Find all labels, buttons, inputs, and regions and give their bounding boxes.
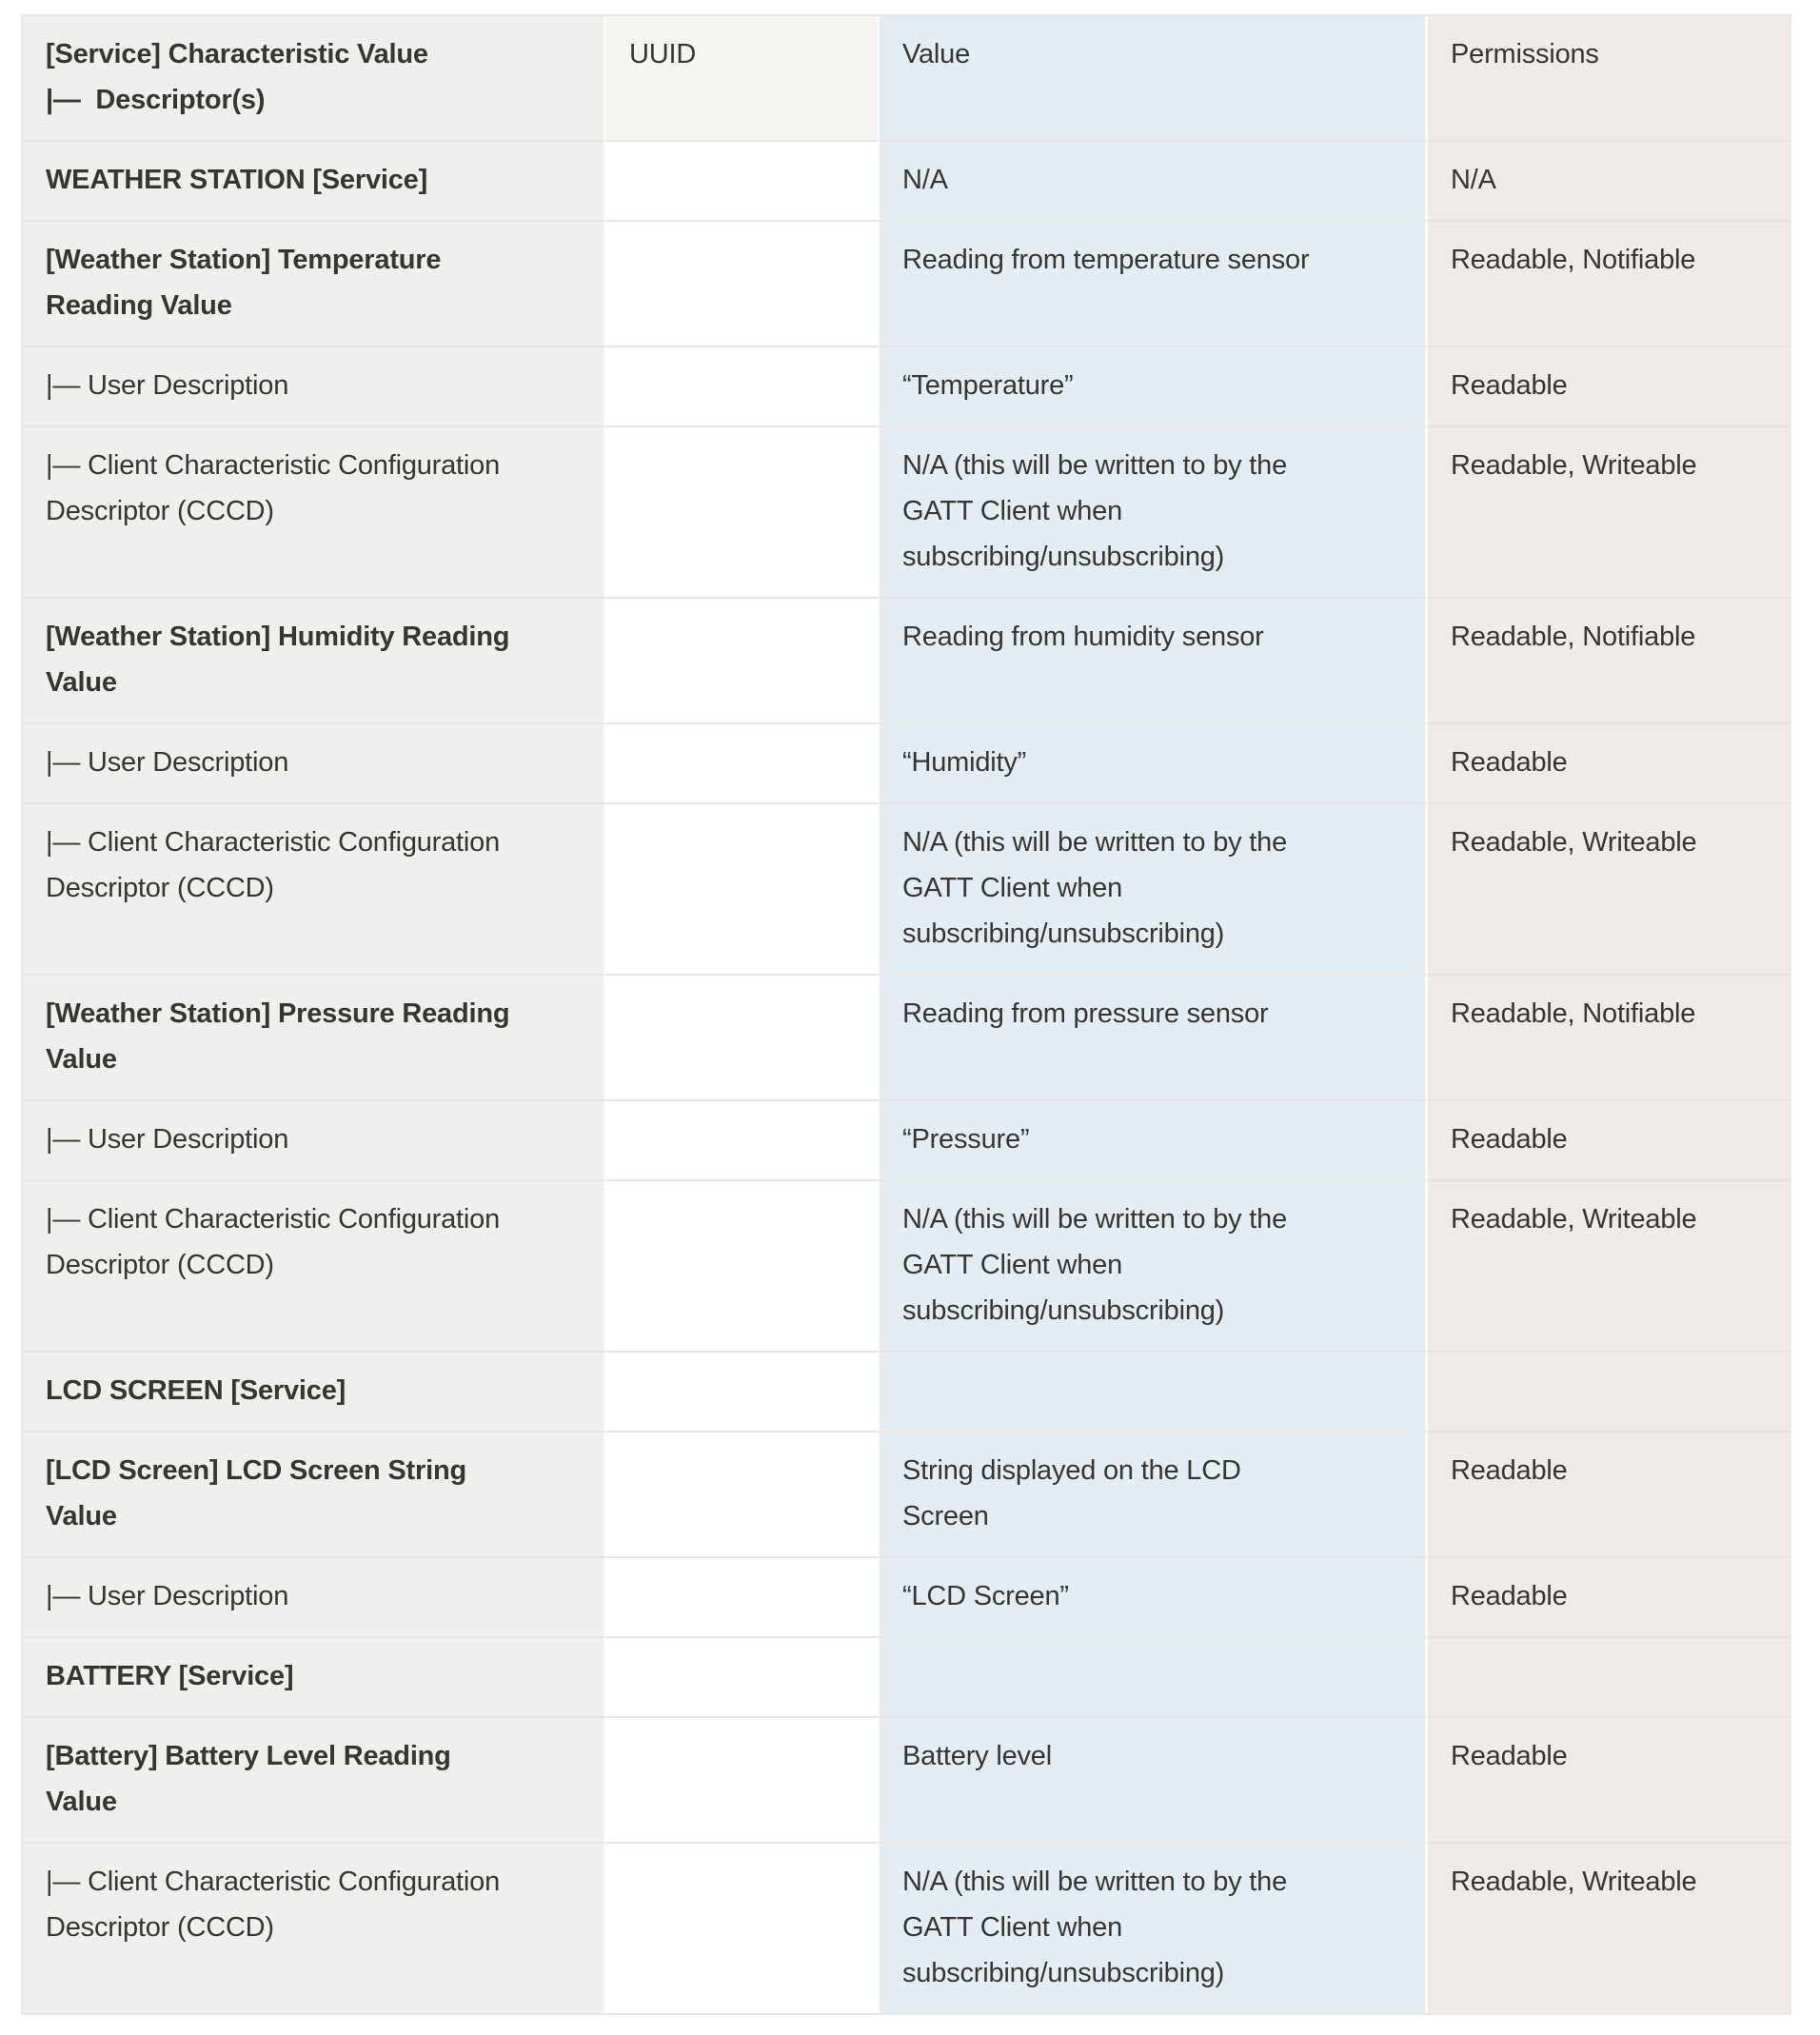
uuid-cell: [606, 1431, 880, 1556]
uuid-column-header: UUID: [606, 16, 880, 140]
permissions-cell: Readable: [1428, 1716, 1790, 1842]
characteristic-cell: [Battery] Battery Level Reading Value: [23, 1716, 606, 1842]
uuid-cell: [606, 220, 880, 346]
permissions-cell: Readable, Writeable: [1428, 425, 1790, 597]
table-row: [Weather Station] Temperature Reading Va…: [23, 220, 1790, 346]
value-cell: N/A (this will be written to by the GATT…: [880, 1842, 1428, 2013]
characteristic-cell: LCD SCREEN [Service]: [23, 1351, 606, 1431]
characteristic-cell: |— User Description: [23, 722, 606, 802]
table-row: |— User Description “Temperature” Readab…: [23, 346, 1790, 425]
value-cell: N/A (this will be written to by the GATT…: [880, 1179, 1428, 1351]
permissions-cell: [1428, 1351, 1790, 1431]
permissions-cell: Readable: [1428, 346, 1790, 425]
characteristic-cell: |— User Description: [23, 1099, 606, 1179]
value-cell: String displayed on the LCD Screen: [880, 1431, 1428, 1556]
value-cell: “LCD Screen”: [880, 1556, 1428, 1636]
value-cell: Reading from temperature sensor: [880, 220, 1428, 346]
uuid-cell: [606, 802, 880, 974]
table-row: BATTERY [Service]: [23, 1636, 1790, 1716]
gatt-characteristics-table-wrapper: [Service] Characteristic Value |— Descri…: [21, 14, 1791, 2015]
value-cell: “Temperature”: [880, 346, 1428, 425]
uuid-cell: [606, 1099, 880, 1179]
value-cell: Battery level: [880, 1716, 1428, 1842]
table-row: |— Client Characteristic Configuration D…: [23, 1179, 1790, 1351]
gatt-characteristics-table: [Service] Characteristic Value |— Descri…: [23, 16, 1790, 2013]
value-cell: Reading from humidity sensor: [880, 597, 1428, 722]
permissions-cell: Readable: [1428, 1099, 1790, 1179]
uuid-cell: [606, 140, 880, 220]
uuid-cell: [606, 974, 880, 1099]
characteristic-cell: WEATHER STATION [Service]: [23, 140, 606, 220]
table-row: WEATHER STATION [Service] N/A N/A: [23, 140, 1790, 220]
characteristic-cell: |— User Description: [23, 346, 606, 425]
table-row: |— User Description “Humidity” Readable: [23, 722, 1790, 802]
value-cell: N/A (this will be written to by the GATT…: [880, 425, 1428, 597]
characteristic-cell: |— Client Characteristic Configuration D…: [23, 425, 606, 597]
value-column-header: Value: [880, 16, 1428, 140]
characteristic-cell: [Weather Station] Humidity Reading Value: [23, 597, 606, 722]
permissions-cell: Readable: [1428, 722, 1790, 802]
value-cell: N/A (this will be written to by the GATT…: [880, 802, 1428, 974]
uuid-cell: [606, 346, 880, 425]
permissions-cell: Readable, Notifiable: [1428, 220, 1790, 346]
permissions-cell: Readable: [1428, 1556, 1790, 1636]
value-cell: [880, 1351, 1428, 1431]
permissions-cell: [1428, 1636, 1790, 1716]
characteristic-cell: |— Client Characteristic Configuration D…: [23, 802, 606, 974]
characteristic-cell: [Weather Station] Pressure Reading Value: [23, 974, 606, 1099]
characteristic-cell: |— Client Characteristic Configuration D…: [23, 1842, 606, 2013]
permissions-cell: Readable, Notifiable: [1428, 597, 1790, 722]
table-row: [Weather Station] Humidity Reading Value…: [23, 597, 1790, 722]
permissions-cell: Readable, Writeable: [1428, 1842, 1790, 2013]
table-row: [Battery] Battery Level Reading Value Ba…: [23, 1716, 1790, 1842]
uuid-cell: [606, 597, 880, 722]
characteristic-cell: |— Client Characteristic Configuration D…: [23, 1179, 606, 1351]
uuid-cell: [606, 1716, 880, 1842]
uuid-cell: [606, 1636, 880, 1716]
value-cell: “Humidity”: [880, 722, 1428, 802]
permissions-cell: N/A: [1428, 140, 1790, 220]
table-row: |— User Description “Pressure” Readable: [23, 1099, 1790, 1179]
value-cell: “Pressure”: [880, 1099, 1428, 1179]
table-row: [Weather Station] Pressure Reading Value…: [23, 974, 1790, 1099]
uuid-cell: [606, 1351, 880, 1431]
table-row: |— Client Characteristic Configuration D…: [23, 1842, 1790, 2013]
permissions-column-header: Permissions: [1428, 16, 1790, 140]
permissions-cell: Readable, Writeable: [1428, 1179, 1790, 1351]
table-row: LCD SCREEN [Service]: [23, 1351, 1790, 1431]
permissions-cell: Readable, Notifiable: [1428, 974, 1790, 1099]
characteristic-cell: |— User Description: [23, 1556, 606, 1636]
uuid-cell: [606, 1556, 880, 1636]
value-cell: [880, 1636, 1428, 1716]
table-header-row: [Service] Characteristic Value |— Descri…: [23, 16, 1790, 140]
uuid-cell: [606, 1842, 880, 2013]
permissions-cell: Readable: [1428, 1431, 1790, 1556]
value-cell: Reading from pressure sensor: [880, 974, 1428, 1099]
characteristic-cell: [Weather Station] Temperature Reading Va…: [23, 220, 606, 346]
table-row: |— User Description “LCD Screen” Readabl…: [23, 1556, 1790, 1636]
characteristic-column-header: [Service] Characteristic Value |— Descri…: [23, 16, 606, 140]
table-row: |— Client Characteristic Configuration D…: [23, 425, 1790, 597]
uuid-cell: [606, 1179, 880, 1351]
value-cell: N/A: [880, 140, 1428, 220]
characteristic-cell: [LCD Screen] LCD Screen String Value: [23, 1431, 606, 1556]
permissions-cell: Readable, Writeable: [1428, 802, 1790, 974]
characteristic-cell: BATTERY [Service]: [23, 1636, 606, 1716]
uuid-cell: [606, 722, 880, 802]
uuid-cell: [606, 425, 880, 597]
table-row: |— Client Characteristic Configuration D…: [23, 802, 1790, 974]
table-row: [LCD Screen] LCD Screen String Value Str…: [23, 1431, 1790, 1556]
